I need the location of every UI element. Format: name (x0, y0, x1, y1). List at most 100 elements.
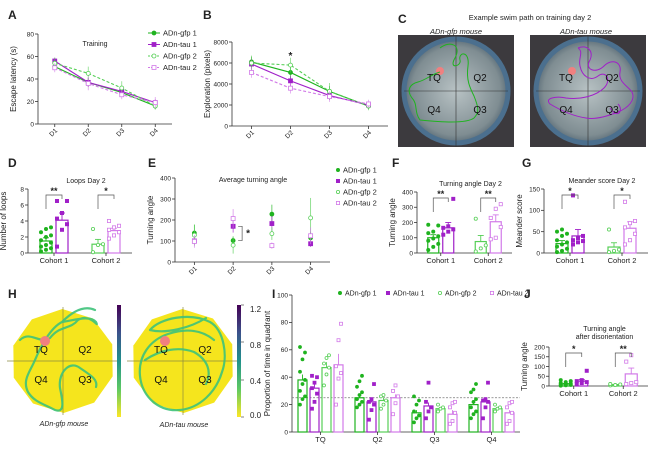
panel-d-data-point (107, 227, 112, 232)
panel-e-legend-marker (335, 167, 340, 172)
panel-f-data-point (473, 249, 478, 254)
panel-d-data-point (107, 236, 112, 241)
panel-j-y-tick-label: 0 (541, 383, 545, 390)
panel-i-data-point (298, 345, 302, 349)
panel-b-y-tick-label: 2000 (214, 102, 229, 109)
panel-d-x-tick-label: Cohort 1 (40, 256, 69, 265)
panel-i-x-tick-label: Q2 (372, 435, 382, 444)
panel-f-y-axis-label: Turning angle (388, 198, 397, 247)
panel-g-data-point (571, 193, 576, 198)
panel-j-y-tick-label: 50 (538, 374, 546, 381)
panel-f-data-point (441, 232, 446, 237)
panel-d-data-point (49, 246, 54, 251)
panel-b-y-tick-label: 0 (224, 123, 228, 130)
panel-d-data-point (44, 242, 49, 247)
panel-d-data-point (39, 230, 44, 235)
panel-g-data-point (555, 250, 560, 255)
panel-i-data-point (436, 402, 440, 407)
panel-j-y-tick-label: 200 (534, 344, 545, 351)
panel-i-data-point (367, 399, 371, 404)
panel-i-data-point (357, 379, 362, 384)
panel-i-data-point (417, 398, 421, 403)
panel-i-data-point (334, 364, 338, 369)
swim-path-gfp-quadrant-label: Q2 (473, 73, 487, 84)
colorbar-tick-0-8: 0.8 (250, 341, 262, 350)
heatmap-gfp-quadrant-label: Q4 (34, 375, 48, 386)
panel-i-data-point (474, 382, 478, 386)
panel-d-data-point (117, 223, 122, 228)
heatmap-gfp-quadrant-label: Q3 (78, 375, 92, 386)
panel-f-data-point (446, 224, 451, 229)
panel-f-data-point (441, 225, 446, 230)
panel-i-data-point (493, 409, 497, 414)
panel-j-y-tick-label: 150 (534, 354, 545, 361)
panel-d-y-axis-label: Number of loops (0, 192, 8, 251)
panel-i-data-point (300, 397, 305, 402)
panel-d-data-point (44, 247, 49, 252)
panel-j-data-point (624, 359, 629, 364)
panel-b-x-tick-label: D2 (284, 129, 295, 140)
panel-g-data-point (560, 242, 565, 247)
panel-d-data-point (112, 225, 117, 230)
panel-e-x-tick-label: D4 (304, 265, 315, 276)
panel-g-data-point (623, 199, 628, 204)
panel-f-significance-label: ** (485, 189, 493, 199)
swim-path-gfp-quadrant-label: TQ (427, 73, 441, 84)
panel-i-data-point (369, 397, 374, 402)
panel-d-data-point (60, 210, 65, 215)
colorbar-tick-0-4: 0.4 (250, 377, 262, 386)
panel-label-g: G (522, 156, 532, 170)
panel-e-y-axis-label: Turning angle (146, 195, 155, 244)
panel-i-data-point (448, 405, 452, 410)
panel-e-title: Average turning angle (219, 177, 287, 184)
panel-j-x-tick-label: Cohort 2 (609, 389, 638, 398)
panel-a-x-tick-label: D3 (115, 127, 126, 138)
panel-g-y-tick-label: 100 (529, 208, 540, 215)
panel-c-left-caption: ADn-gfp mouse (429, 27, 482, 36)
panel-b-series-line (251, 62, 369, 107)
panel-i-y-tick-label: 60 (281, 347, 289, 354)
panel-label-d: D (8, 156, 17, 170)
panel-label-f: F (392, 156, 400, 170)
panel-a-y-axis-label: Escape latency (s) (9, 46, 18, 112)
panel-i-legend-marker (385, 290, 390, 295)
panel-i-data-point (474, 409, 478, 414)
panel-i-legend-label: ADn-gfp 2 (445, 291, 477, 298)
panel-j-significance-bracket (565, 352, 583, 367)
panel-i-data-point (483, 405, 488, 410)
panel-i-data-point (481, 416, 485, 421)
panel-a-data-point (85, 81, 91, 86)
panel-g-data-point (555, 244, 560, 249)
panel-i-data-point (414, 416, 419, 421)
swim-path-tau-quadrant-label: Q2 (605, 73, 619, 84)
panel-i-data-point (322, 383, 326, 388)
panel-d-x-tick-label: Cohort 2 (92, 256, 121, 265)
panel-b-data-point (288, 85, 293, 91)
panel-f-data-point (446, 229, 451, 234)
panel-g-x-tick-label: Cohort 1 (556, 256, 585, 265)
panel-i-data-point (303, 350, 307, 355)
panel-j-data-point (634, 380, 639, 385)
panel-label-h: H (8, 287, 17, 301)
panel-j-data-point (584, 368, 589, 373)
panel-e-data-point (269, 243, 275, 249)
panel-g-data-point (633, 231, 638, 236)
panel-i-y-axis-label: Proportion of time in quadrant (263, 310, 272, 416)
panel-d-data-point (65, 198, 70, 203)
panel-a-x-tick-label: D1 (48, 127, 59, 138)
panel-i-data-point (507, 419, 512, 423)
panel-g-x-tick-label: Cohort 2 (608, 256, 637, 265)
panel-i-data-point (436, 409, 440, 414)
heatmap-tau-quadrant-label: Q3 (198, 375, 212, 386)
panel-d-data-point (112, 233, 117, 238)
panel-a-x-tick-label: D4 (149, 127, 160, 138)
panel-label-j: J (524, 287, 531, 301)
panel-a-legend-label: ADn-gfp 2 (163, 52, 197, 61)
panel-i-x-tick-label: TQ (315, 435, 326, 444)
panel-f-significance-label: ** (437, 189, 445, 199)
panel-i-data-point (474, 397, 478, 402)
panel-b-data-point (327, 94, 332, 99)
panel-d-y-tick-label: 6 (20, 202, 24, 209)
panel-i-data-point (298, 388, 302, 393)
